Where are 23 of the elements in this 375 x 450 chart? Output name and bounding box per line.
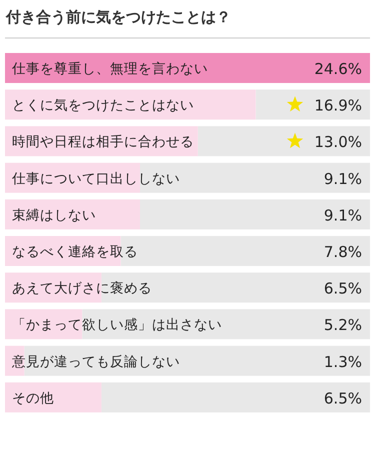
y-tick-label: とくに気をつけたことはない [12, 98, 194, 114]
y-tick-label: その他 [12, 390, 54, 406]
data-label: 5.2% [324, 316, 362, 334]
y-tick-label: 仕事を尊重し、無理を言わない [11, 61, 208, 77]
y-tick-label: 「かまって欲しい感」は出さない [12, 317, 222, 334]
data-label: 6.5% [324, 280, 362, 298]
data-label: 1.3% [324, 352, 362, 371]
y-tick-label: なるべく連絡を取る [12, 244, 138, 260]
data-label: 7.8% [324, 243, 362, 261]
chart-title: 付き合う前に気をつけたことは？ [5, 8, 231, 26]
y-tick-label: 時間や日程は相手に合わせる [12, 134, 194, 150]
data-label: 9.1% [324, 170, 362, 188]
y-tick-label: あえて大げさに褒める [12, 280, 152, 297]
y-tick-label: 意見が違っても反論しない [11, 354, 180, 370]
bar [5, 53, 370, 83]
data-label: 9.1% [324, 206, 362, 224]
data-label: 16.9% [314, 96, 362, 115]
bar [5, 309, 82, 340]
y-tick-label: 仕事について口出ししない [11, 170, 180, 187]
data-label: 13.0% [314, 133, 362, 152]
data-label: 6.5% [324, 389, 362, 408]
data-label: 24.6% [314, 60, 362, 78]
y-tick-label: 束縛はしない [12, 207, 96, 224]
